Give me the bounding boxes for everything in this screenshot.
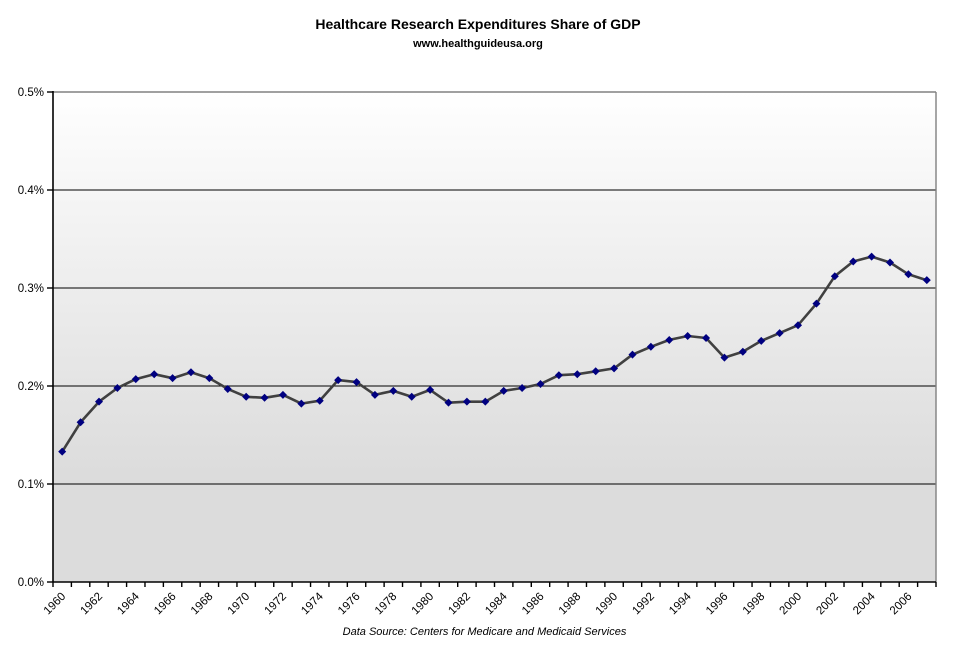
- data-point: [518, 383, 527, 392]
- x-axis-label: 1982: [446, 591, 473, 618]
- data-point: [683, 332, 692, 341]
- data-point: [150, 370, 159, 379]
- data-point: [610, 364, 619, 373]
- data-point: [812, 299, 821, 308]
- data-point: [573, 370, 582, 379]
- data-point: [297, 399, 306, 408]
- x-axis-label: 2000: [778, 591, 805, 618]
- data-point: [444, 398, 453, 407]
- x-axis-label: 1990: [594, 591, 621, 618]
- data-point: [830, 272, 839, 281]
- x-axis-label: 2006: [888, 591, 915, 618]
- x-axis-label: 1960: [42, 591, 69, 618]
- data-point: [867, 252, 876, 261]
- data-point: [94, 397, 103, 406]
- data-point: [315, 396, 324, 405]
- y-axis-label: 0.5%: [18, 87, 44, 99]
- x-axis-label: 1968: [189, 591, 216, 618]
- x-axis-label: 1974: [299, 590, 326, 617]
- data-point: [591, 367, 600, 376]
- x-axis-label: 1984: [483, 590, 510, 617]
- data-point: [131, 375, 140, 384]
- x-axis-label: 1970: [226, 591, 253, 618]
- x-axis-label: 1998: [741, 591, 768, 618]
- data-point: [665, 335, 674, 344]
- y-axis-label: 0.0%: [18, 577, 44, 589]
- data-point: [922, 276, 931, 285]
- x-axis-label: 1996: [704, 591, 731, 618]
- chart-title: Healthcare Research Expenditures Share o…: [315, 16, 641, 32]
- data-point: [113, 383, 122, 392]
- x-axis-label: 1994: [667, 590, 694, 617]
- data-point: [554, 371, 563, 380]
- data-point: [462, 397, 471, 406]
- data-point: [738, 347, 747, 356]
- data-point: [205, 374, 214, 383]
- data-point: [370, 390, 379, 399]
- data-point: [775, 329, 784, 338]
- x-axis-label: 1978: [373, 591, 400, 618]
- x-axis-label: 1966: [152, 591, 179, 618]
- x-axis-label: 1964: [115, 590, 142, 617]
- y-axis-label: 0.4%: [18, 185, 44, 197]
- plot-area: [53, 92, 936, 582]
- data-point: [186, 368, 195, 377]
- x-axis-label: 1980: [410, 591, 437, 618]
- data-point: [536, 380, 545, 389]
- x-axis-label: 2002: [814, 591, 841, 618]
- data-point: [334, 376, 343, 385]
- data-point: [794, 321, 803, 330]
- data-point: [260, 393, 269, 402]
- y-axis-label: 0.2%: [18, 381, 44, 393]
- data-point: [352, 378, 361, 387]
- data-point: [389, 386, 398, 395]
- data-point: [242, 392, 251, 401]
- y-axis-label: 0.1%: [18, 479, 44, 491]
- data-point: [58, 447, 67, 456]
- x-axis-label: 1988: [557, 591, 584, 618]
- x-axis-label: 1986: [520, 591, 547, 618]
- data-point: [904, 270, 913, 279]
- data-point: [757, 336, 766, 345]
- x-axis-label: 1962: [79, 591, 106, 618]
- data-point: [407, 392, 416, 401]
- data-point: [720, 353, 729, 362]
- y-axis-label: 0.3%: [18, 283, 44, 295]
- data-point: [76, 418, 85, 427]
- data-point: [223, 384, 232, 393]
- data-point: [481, 397, 490, 406]
- chart-subtitle: www.healthguideusa.org: [413, 38, 543, 50]
- x-axis-label: 1972: [262, 591, 289, 618]
- data-point: [278, 390, 287, 399]
- x-axis-label: 1992: [630, 591, 657, 618]
- data-point: [168, 374, 177, 383]
- source-note: Data Source: Centers for Medicare and Me…: [342, 626, 627, 638]
- data-point: [702, 333, 711, 342]
- data-point: [849, 257, 858, 266]
- data-point: [646, 342, 655, 351]
- data-point: [628, 350, 637, 359]
- data-point: [499, 386, 508, 395]
- data-point: [886, 258, 895, 267]
- x-axis-label: 1976: [336, 591, 363, 618]
- x-axis-label: 2004: [851, 590, 878, 617]
- data-point: [426, 385, 435, 394]
